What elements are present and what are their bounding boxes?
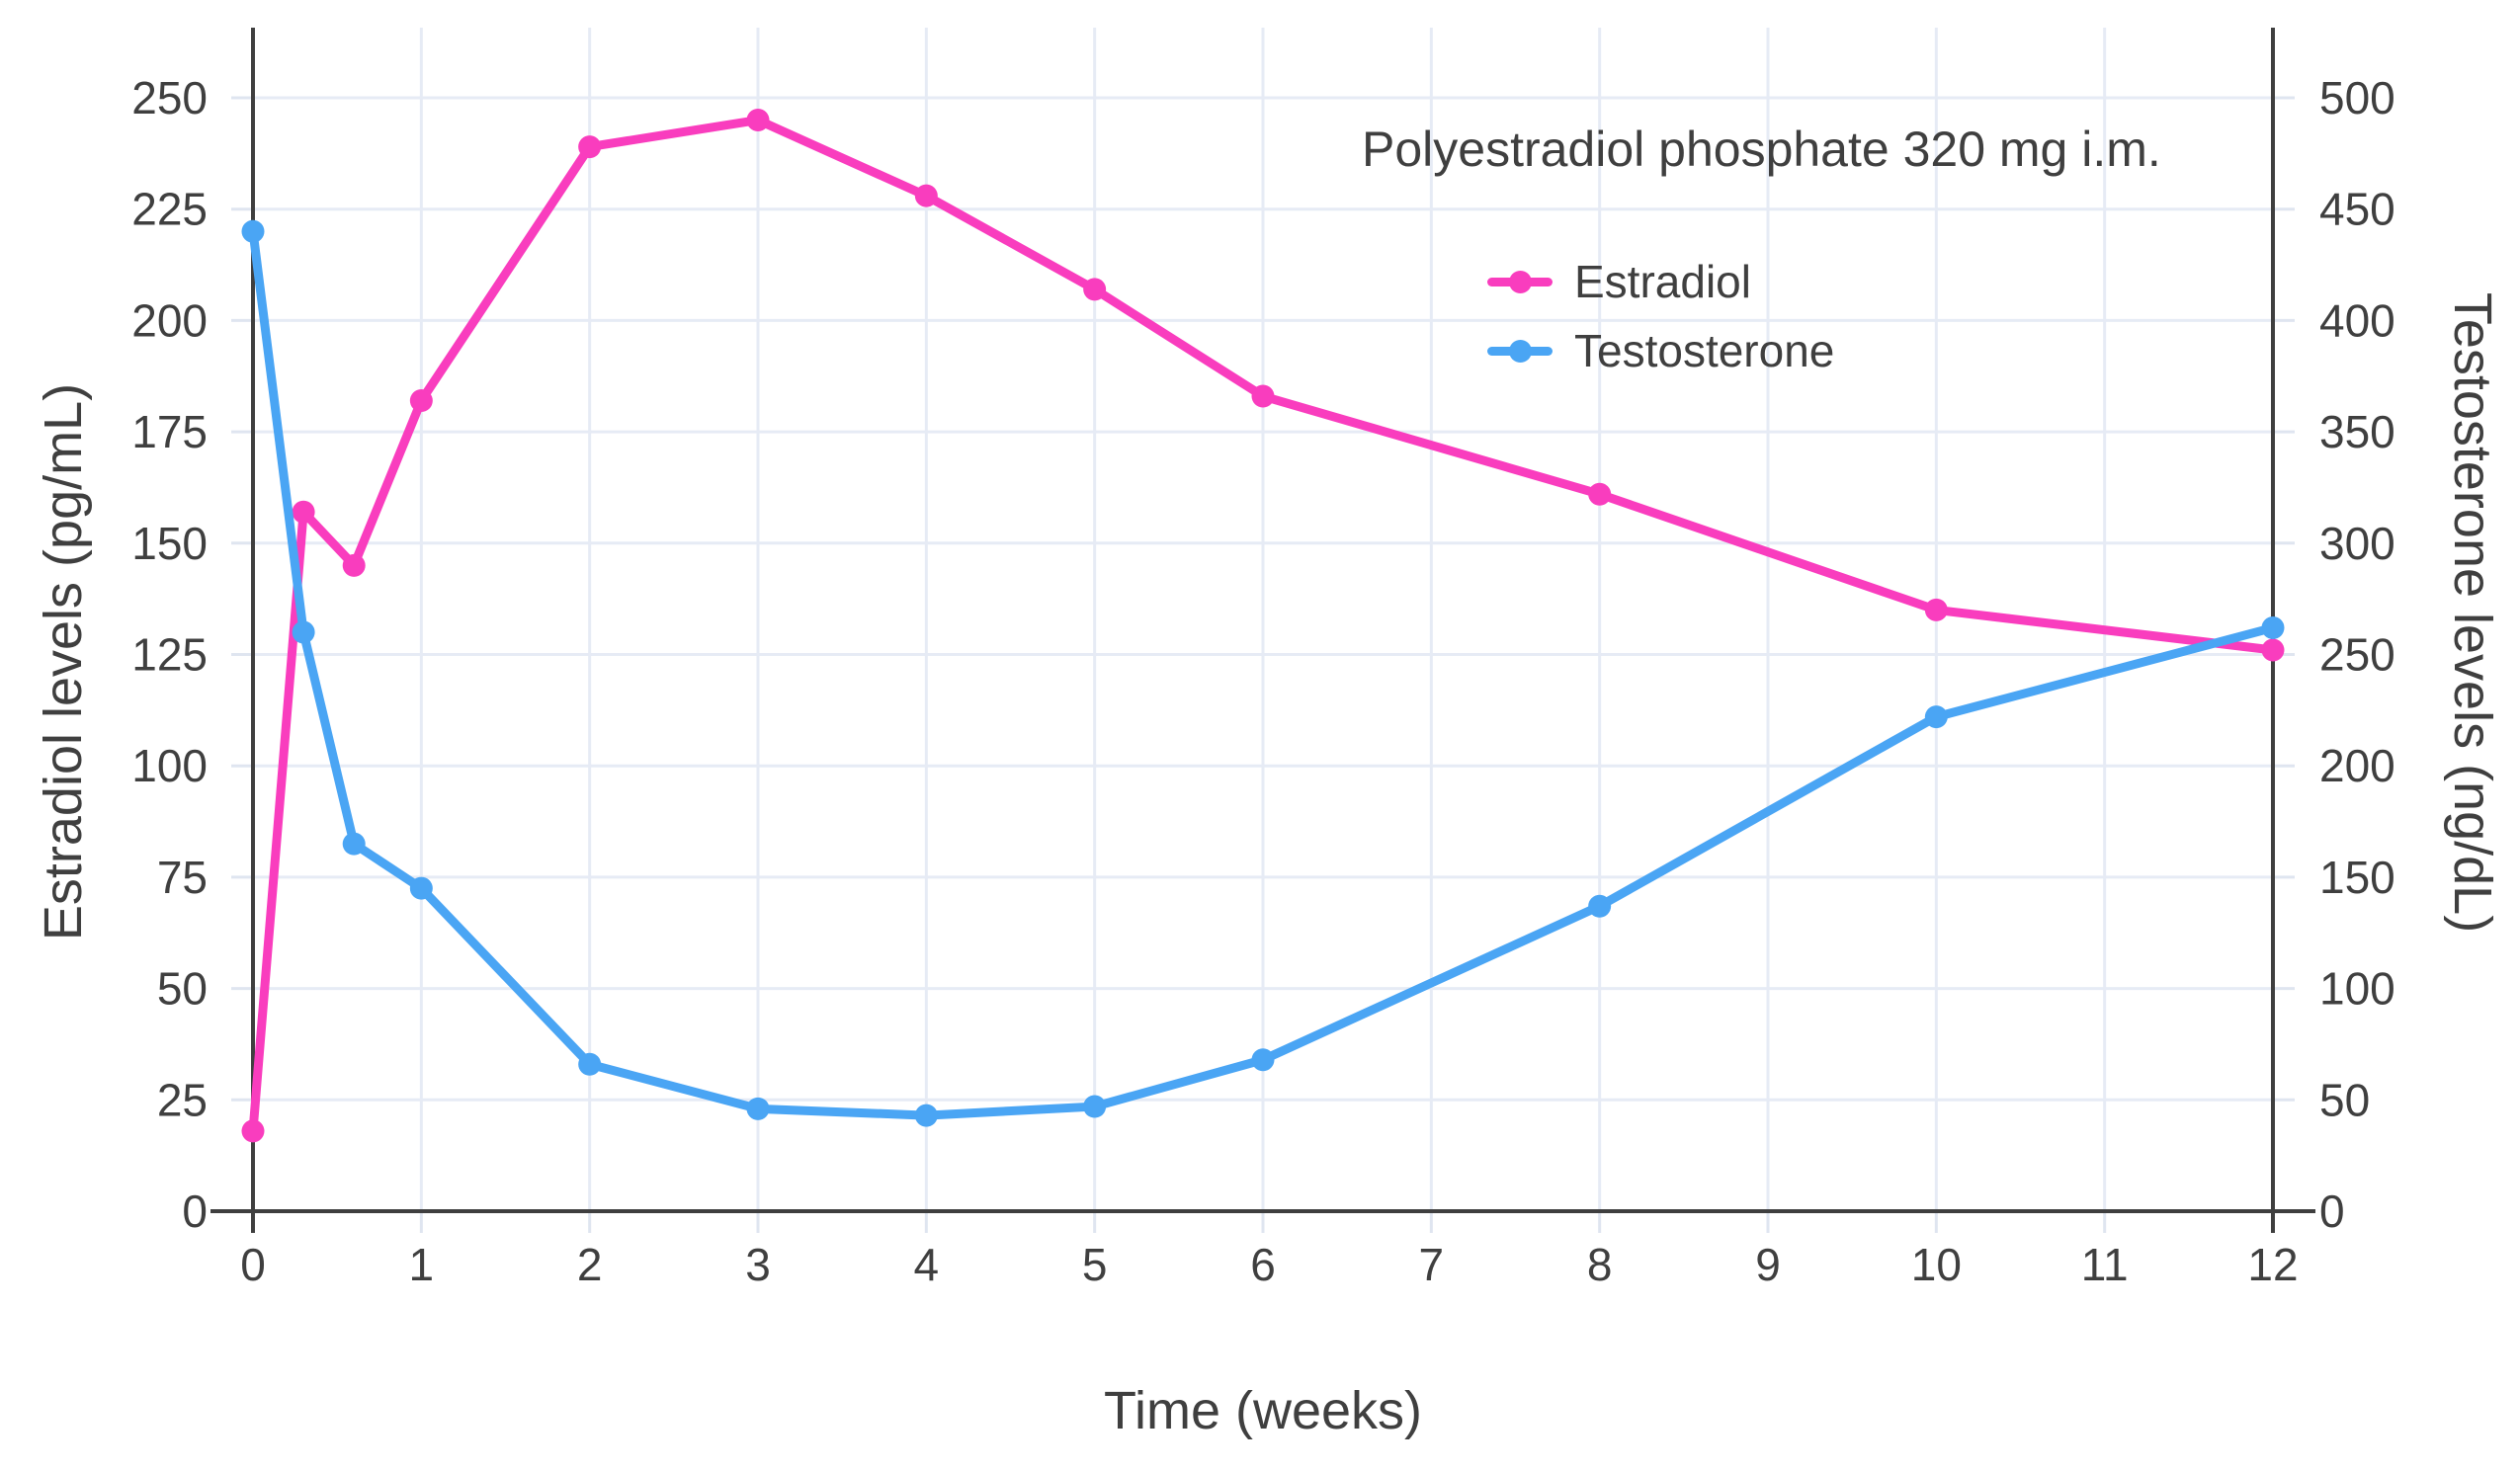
y-axis-title-left: Estradiol levels (pg/mL) — [34, 382, 93, 941]
testosterone-legend-marker — [1487, 339, 1553, 363]
y-right-tick-label: 450 — [2319, 184, 2395, 235]
estradiol-marker — [1588, 482, 1612, 506]
y-right-tick-label: 250 — [2319, 629, 2395, 681]
y-right-tick-label: 400 — [2319, 294, 2395, 346]
testosterone-marker — [1083, 1095, 1107, 1118]
chart-title: Polyestradiol phosphate 320 mg i.m. — [1362, 122, 2161, 177]
estradiol-marker — [2261, 638, 2285, 662]
estradiol-legend-marker — [1487, 270, 1553, 293]
y-right-tick-label: 50 — [2319, 1074, 2370, 1125]
legend-label-estradiol: Estradiol — [1574, 256, 1751, 307]
x-tick-label: 0 — [240, 1239, 266, 1290]
estradiol-marker — [1083, 278, 1107, 301]
estradiol-marker — [914, 184, 938, 207]
testosterone-marker — [342, 832, 366, 856]
y-left-tick-label: 225 — [131, 184, 208, 235]
testosterone-marker — [409, 876, 433, 900]
legend-item-testosterone[interactable]: Testosterone — [1487, 316, 1834, 385]
testosterone-line — [248, 226, 2278, 1120]
y-left-tick-label: 150 — [131, 518, 208, 569]
x-tick-label: 7 — [1419, 1239, 1445, 1290]
x-tick-label: 5 — [1082, 1239, 1108, 1290]
y-left-tick-label: 125 — [131, 629, 208, 681]
y-left-tick-label: 25 — [157, 1074, 208, 1125]
estradiol-marker — [342, 553, 366, 577]
testosterone-marker — [292, 620, 315, 644]
y-left-tick-label: 200 — [131, 294, 208, 346]
x-tick-label: 2 — [577, 1239, 603, 1290]
y-right-tick-label: 100 — [2319, 963, 2395, 1015]
y-left-tick-label: 250 — [131, 72, 208, 123]
testosterone-marker — [2261, 615, 2285, 639]
y-left-tick-label: 0 — [182, 1186, 208, 1237]
y-right-tick-label: 500 — [2319, 72, 2395, 123]
x-tick-label: 1 — [409, 1239, 435, 1290]
testosterone-marker — [1588, 894, 1612, 918]
testosterone-marker — [578, 1052, 602, 1076]
legend: Estradiol Testosterone — [1487, 247, 1834, 385]
estradiol-marker — [241, 1119, 265, 1143]
x-tick-label: 4 — [914, 1239, 940, 1290]
x-tick-label: 9 — [1755, 1239, 1781, 1290]
y-left-tick-label: 100 — [131, 740, 208, 791]
y-right-tick-label: 300 — [2319, 518, 2395, 569]
x-tick-label: 11 — [2081, 1239, 2129, 1290]
testosterone-marker — [746, 1097, 770, 1120]
y-right-tick-label: 150 — [2319, 852, 2395, 903]
x-tick-label: 8 — [1587, 1239, 1613, 1290]
y-left-tick-label: 175 — [131, 406, 208, 457]
y-left-tick-label: 75 — [157, 852, 208, 903]
x-tick-label: 6 — [1250, 1239, 1276, 1290]
estradiol-marker — [292, 500, 315, 524]
y-right-tick-label: 350 — [2319, 406, 2395, 457]
y-left-tick-label: 50 — [157, 963, 208, 1015]
x-axis-title: Time (weeks) — [1103, 1381, 1423, 1440]
estradiol-marker — [746, 109, 770, 132]
estradiol-marker — [578, 135, 602, 159]
legend-label-testosterone: Testosterone — [1574, 325, 1835, 376]
estradiol-marker — [409, 389, 433, 413]
testosterone-marker — [1924, 705, 1948, 729]
testosterone-marker — [241, 219, 265, 243]
testosterone-marker — [1251, 1048, 1275, 1072]
estradiol-marker — [1251, 384, 1275, 408]
y-axis-title-right: Testosterone levels (ng/dL) — [2443, 291, 2502, 934]
testosterone-marker — [914, 1104, 938, 1127]
x-tick-label: 3 — [745, 1239, 771, 1290]
y-right-tick-label: 200 — [2319, 740, 2395, 791]
x-tick-label: 10 — [1911, 1239, 1962, 1290]
y-right-tick-label: 0 — [2319, 1186, 2345, 1237]
x-tick-label: 12 — [2247, 1239, 2298, 1290]
estradiol-line — [248, 116, 2278, 1136]
estradiol-marker — [1924, 598, 1948, 621]
legend-item-estradiol[interactable]: Estradiol — [1487, 247, 1834, 316]
